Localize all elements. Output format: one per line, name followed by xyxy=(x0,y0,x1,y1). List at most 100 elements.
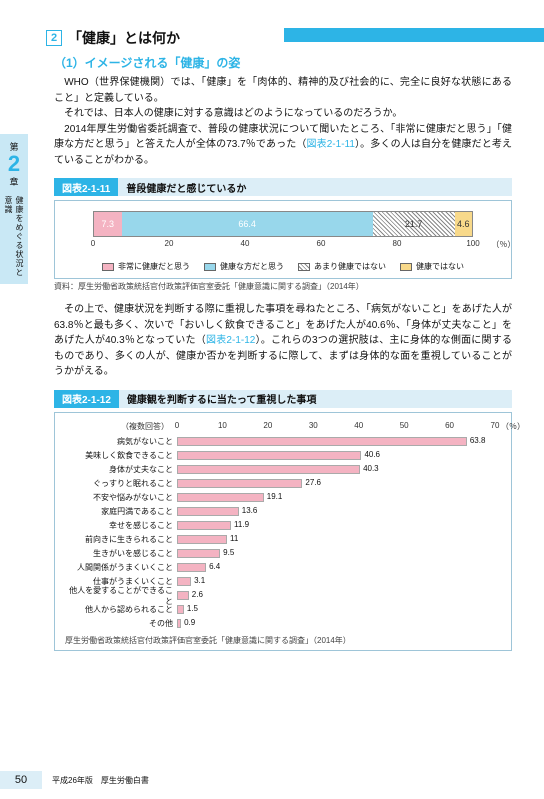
legend-label: 健康ではない xyxy=(416,261,464,272)
bar-wrap: 19.1 xyxy=(177,493,501,502)
bar-value: 6.4 xyxy=(209,562,220,571)
legend-swatch xyxy=(102,263,114,271)
bar-row: 生きがいを感じること 9.5 xyxy=(65,547,501,561)
page-number: 50 xyxy=(0,771,42,789)
bar xyxy=(177,563,206,572)
x-axis: 020406080100（％） xyxy=(93,239,473,257)
bar-value: 27.6 xyxy=(305,478,321,487)
axis-tick: 80 xyxy=(393,239,402,248)
bar-label: その他 xyxy=(65,618,177,629)
paragraph: それでは、日本人の健康に対する意識はどのようになっているのだろうか。 xyxy=(54,106,512,122)
legend-item: 健康ではない xyxy=(400,261,464,272)
bar-row: 幸せを感じること 11.9 xyxy=(65,519,501,533)
figure-title: 普段健康だと感じているか xyxy=(118,178,512,196)
bar xyxy=(177,521,231,530)
axis-tick: 20 xyxy=(165,239,174,248)
stacked-bar: 7.366.421.74.6 xyxy=(93,211,473,237)
bar xyxy=(177,507,239,516)
bar xyxy=(177,591,189,600)
axis-tick: 50 xyxy=(400,421,409,430)
bar xyxy=(177,605,184,614)
figure-title: 健康観を判断するに当たって重視した事項 xyxy=(119,390,512,408)
bar xyxy=(177,451,361,460)
legend: 非常に健康だと思う 健康な方だと思う あまり健康ではない 健康ではない xyxy=(67,261,499,272)
bar-value: 40.6 xyxy=(364,450,380,459)
axis-tick: 30 xyxy=(309,421,318,430)
page-content: 2 「健康」とは何か （1）イメージされる「健康」の姿 WHO（世界保健機関）で… xyxy=(46,28,512,651)
bar-segment: 7.3 xyxy=(94,212,122,236)
bar-value: 0.9 xyxy=(184,618,195,627)
chart-horizontal-bars: （複数回答）010203040506070（％） 病気がないこと63.8美味しく… xyxy=(54,412,512,651)
bar-wrap: 1.5 xyxy=(177,605,501,614)
axis-tick: 10 xyxy=(218,421,227,430)
bar-label: 病気がないこと xyxy=(65,436,177,447)
figure-ref-link: 図表2-1-12 xyxy=(206,335,255,346)
bar-label: 幸せを感じること xyxy=(65,520,177,531)
figure-ref-link: 図表2-1-11 xyxy=(306,139,354,150)
bar-value: 11 xyxy=(230,534,238,543)
bar-row: 前向きに生きられること 11 xyxy=(65,533,501,547)
section-number-box: 2 xyxy=(46,30,62,46)
axis-tick: 0 xyxy=(175,421,179,430)
figure-label: 図表2-1-12 xyxy=(54,390,119,408)
axis-tick: 20 xyxy=(263,421,272,430)
top-bar xyxy=(284,28,544,42)
bar-value: 3.1 xyxy=(194,576,205,585)
bar-wrap: 63.8 xyxy=(177,437,501,446)
bar xyxy=(177,493,264,502)
legend-label: 非常に健康だと思う xyxy=(118,261,190,272)
bar-value: 9.5 xyxy=(223,548,234,557)
bar-row: 身体が丈夫なこと 40.3 xyxy=(65,463,501,477)
chart-note: （複数回答） xyxy=(121,421,169,432)
bar-row: 不安や悩みがないこと 19.1 xyxy=(65,491,501,505)
figure-source: 厚生労働省政策統括官付政策評価官室委託「健康意識に関する調査」（2014年） xyxy=(65,635,501,646)
bar-segment: 4.6 xyxy=(455,212,472,236)
legend-swatch xyxy=(204,263,216,271)
bar-segment: 21.7 xyxy=(373,212,455,236)
legend-label: 健康な方だと思う xyxy=(220,261,284,272)
paragraph: その上で、健康状況を判断する際に重視した事項を尋ねたところ、「病気がないこと」を… xyxy=(54,302,512,380)
bar-value: 11.9 xyxy=(234,520,249,529)
bar xyxy=(177,535,227,544)
bar-row: その他 0.9 xyxy=(65,617,501,631)
figure-source: 資料：厚生労働省政策統括官付政策評価官室委託「健康意識に関する調査」（2014年… xyxy=(54,281,512,292)
bar-wrap: 11 xyxy=(177,535,501,544)
axis-tick: 60 xyxy=(445,421,454,430)
bar-row: 美味しく飲食できること40.6 xyxy=(65,449,501,463)
bar xyxy=(177,619,181,628)
bar-label: 身体が丈夫なこと xyxy=(65,464,177,475)
subsection-heading: （1）イメージされる「健康」の姿 xyxy=(54,54,512,71)
axis-tick: 40 xyxy=(241,239,250,248)
bar-wrap: 11.9 xyxy=(177,521,501,530)
bar-label: 前向きに生きられること xyxy=(65,534,177,545)
bar-label: ぐっすりと眠れること xyxy=(65,478,177,489)
paragraph: 2014年厚生労働省委託調査で、普段の健康状況について聞いたところ、「非常に健康… xyxy=(54,122,512,169)
bar-wrap: 40.6 xyxy=(177,451,501,460)
bar-wrap: 3.1 xyxy=(177,577,501,586)
figure-header: 図表2-1-11 普段健康だと感じているか xyxy=(54,178,512,196)
bar-value: 40.3 xyxy=(363,464,379,473)
bar-value: 19.1 xyxy=(267,492,283,501)
figure-header: 図表2-1-12 健康観を判断するに当たって重視した事項 xyxy=(54,390,512,408)
bar-value: 13.6 xyxy=(242,506,258,515)
bar-row: 他人を愛することができること2.6 xyxy=(65,589,501,603)
legend-item: あまり健康ではない xyxy=(298,261,386,272)
bar-wrap: 27.6 xyxy=(177,479,501,488)
bar-value: 2.6 xyxy=(192,590,203,599)
bar-label: 不安や悩みがないこと xyxy=(65,492,177,503)
bar-row: 家庭円満であること13.6 xyxy=(65,505,501,519)
bar-row: 人間関係がうまくいくこと6.4 xyxy=(65,561,501,575)
bar-label: 生きがいを感じること xyxy=(65,548,177,559)
legend-swatch xyxy=(400,263,412,271)
axis-tick: 0 xyxy=(91,239,95,248)
bar-wrap: 6.4 xyxy=(177,563,501,572)
figure-label: 図表2-1-11 xyxy=(54,178,118,196)
chapter-tab: 第 2 章 健康をめぐる状況と意識 xyxy=(0,134,28,284)
paragraph: WHO（世界保健機関）では、「健康」を「肉体的、精神的及び社会的に、完全に良好な… xyxy=(54,75,512,106)
bar-value: 1.5 xyxy=(187,604,198,613)
bar xyxy=(177,577,191,586)
bar xyxy=(177,479,302,488)
bar xyxy=(177,465,360,474)
bar-label: 他人から認められること xyxy=(65,604,177,615)
x-axis: （複数回答）010203040506070（％） xyxy=(177,421,501,433)
